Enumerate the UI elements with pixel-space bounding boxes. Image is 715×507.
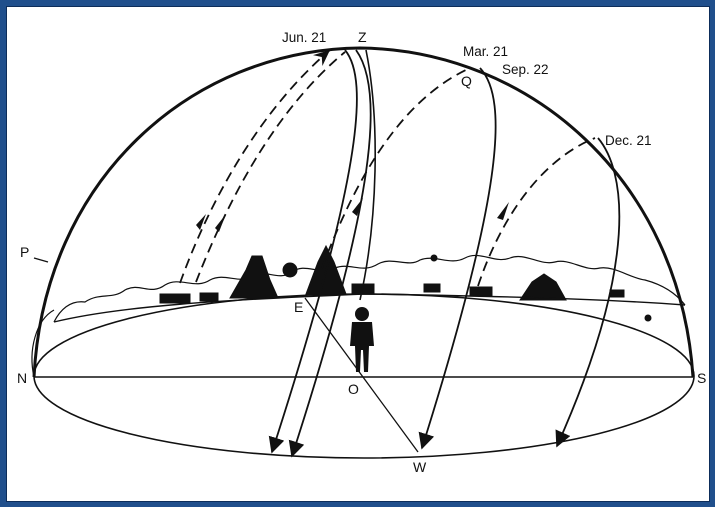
path-equinox	[321, 67, 497, 450]
path-zenith	[359, 49, 376, 301]
june-rising-arrowheads	[196, 214, 226, 232]
pole-tick	[33, 257, 49, 263]
label-west: W	[413, 459, 427, 475]
celestial-dome	[32, 46, 695, 378]
label-observer: O	[348, 381, 359, 397]
label-september-22: Sep. 22	[502, 62, 549, 77]
label-pole: P	[20, 244, 29, 260]
equinox-rising-arrowhead	[352, 198, 363, 216]
path-december-21	[477, 137, 621, 448]
label-march-21: Mar. 21	[463, 44, 508, 59]
label-east: E	[294, 299, 303, 315]
label-zenith: Z	[358, 29, 367, 45]
december-rising-arrowhead	[497, 202, 509, 220]
label-south: S	[697, 370, 706, 386]
north-pole-arc	[31, 309, 55, 378]
label-june-21: Jun. 21	[282, 30, 326, 45]
label-december-21: Dec. 21	[605, 133, 652, 148]
observer-figure	[350, 307, 374, 372]
label-equator-point: Q	[461, 73, 472, 89]
east-west-line	[304, 297, 419, 453]
horizon-ground-edge	[53, 293, 686, 323]
path-june-21	[179, 49, 372, 458]
pyramid-silhouettes	[159, 244, 652, 322]
label-north: N	[17, 370, 27, 386]
diagram-panel	[6, 6, 710, 502]
horizon-landscape	[53, 254, 686, 323]
